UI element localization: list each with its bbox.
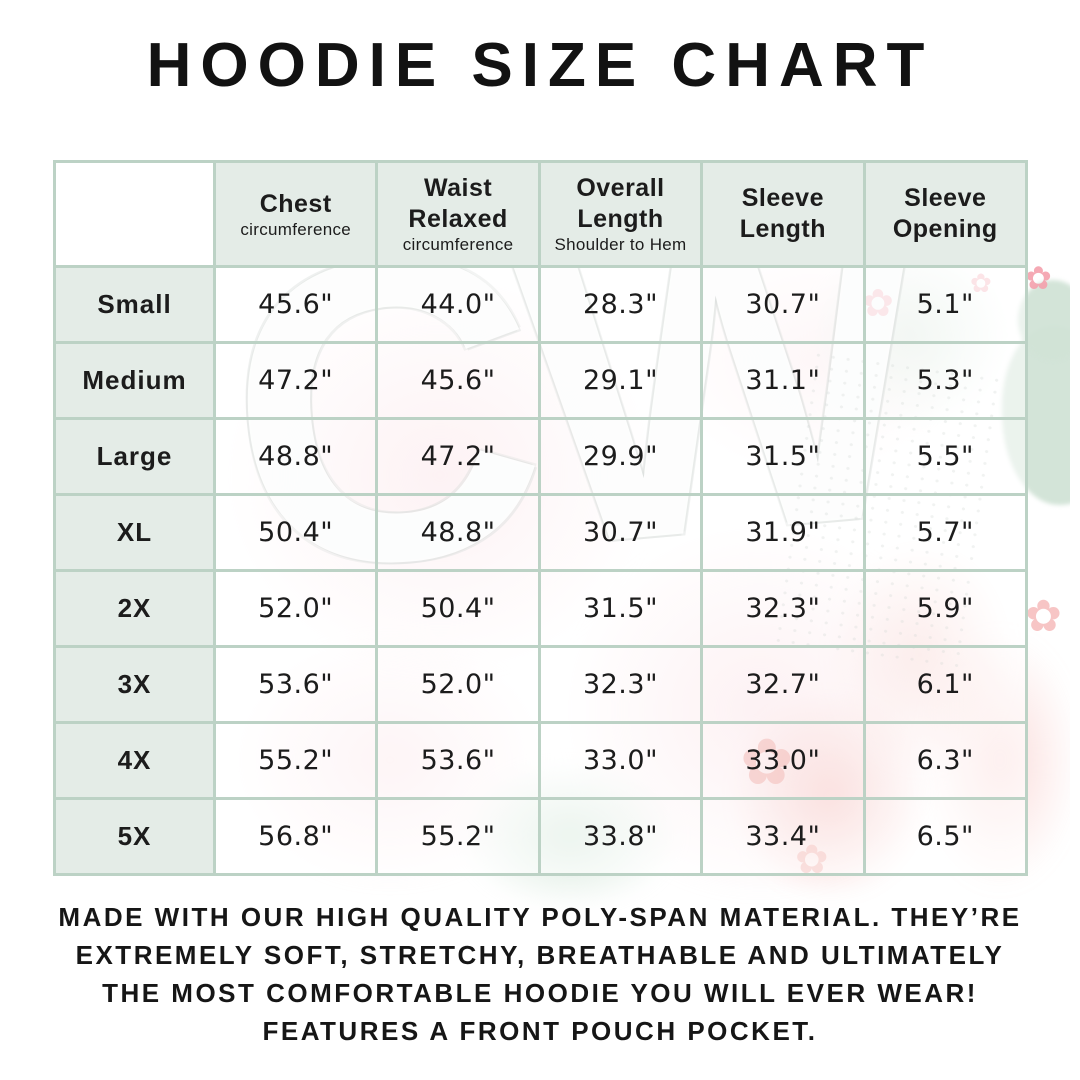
column-header-1: Chest circumference (212, 160, 379, 268)
table-row: Small 45.6" 44.0" 28.3" 30.7" 5.1" (53, 265, 1029, 344)
value-cell: 52.0" (375, 645, 541, 724)
value-cell: 31.1" (700, 341, 866, 420)
column-header-4: Sleeve Length (700, 160, 866, 268)
value-cell: 28.3" (537, 265, 704, 344)
value-cell: 52.0" (212, 569, 379, 648)
value-cell: 31.5" (537, 569, 704, 648)
value-cell: 45.6" (212, 265, 379, 344)
value-cell: 6.3" (862, 721, 1029, 800)
value-cell: 55.2" (212, 721, 379, 800)
size-cell: 5X (53, 797, 216, 876)
table-row: 3X 53.6" 52.0" 32.3" 32.7" 6.1" (53, 645, 1029, 724)
size-cell: Large (53, 417, 216, 496)
value-cell: 5.9" (862, 569, 1029, 648)
column-subheader: Shoulder to Hem (554, 235, 687, 254)
value-cell: 50.4" (375, 569, 541, 648)
value-cell: 33.0" (537, 721, 704, 800)
table-row: Large 48.8" 47.2" 29.9" 31.5" 5.5" (53, 417, 1029, 496)
value-cell: 6.5" (862, 797, 1029, 876)
column-header-3: Overall Length Shoulder to Hem (537, 160, 704, 268)
size-cell: 4X (53, 721, 216, 800)
value-cell: 32.3" (700, 569, 866, 648)
value-cell: 33.0" (700, 721, 866, 800)
value-cell: 5.5" (862, 417, 1029, 496)
value-cell: 31.5" (700, 417, 866, 496)
table-row: XL 50.4" 48.8" 30.7" 31.9" 5.7" (53, 493, 1029, 572)
flower-icon: ✿ (1025, 592, 1062, 641)
footer-line: EXTREMELY SOFT, STRETCHY, BREATHABLE AND… (75, 940, 1005, 970)
column-header-5: Sleeve Opening (862, 160, 1029, 268)
value-cell: 6.1" (862, 645, 1029, 724)
value-cell: 33.4" (700, 797, 866, 876)
value-cell: 50.4" (212, 493, 379, 572)
size-cell: XL (53, 493, 216, 572)
value-cell: 33.8" (537, 797, 704, 876)
table-row: Medium 47.2" 45.6" 29.1" 31.1" 5.3" (53, 341, 1029, 420)
column-subheader: circumference (240, 219, 352, 239)
size-cell: Medium (53, 341, 216, 420)
value-cell: 44.0" (375, 265, 541, 344)
value-cell: 5.7" (862, 493, 1029, 572)
value-cell: 5.3" (862, 341, 1029, 420)
page-title: HOODIE SIZE CHART (146, 31, 934, 100)
value-cell: 5.1" (862, 265, 1029, 344)
value-cell: 55.2" (375, 797, 541, 876)
value-cell: 47.2" (212, 341, 379, 420)
value-cell: 30.7" (700, 265, 866, 344)
footer-text: MADE WITH OUR HIGH QUALITY POLY-SPAN MAT… (0, 898, 1080, 1050)
value-cell: 32.3" (537, 645, 704, 724)
value-cell: 56.8" (212, 797, 379, 876)
table-row: 4X 55.2" 53.6" 33.0" 33.0" 6.3" (53, 721, 1029, 800)
value-cell: 47.2" (375, 417, 541, 496)
value-cell: 45.6" (375, 341, 541, 420)
size-cell: 3X (53, 645, 216, 724)
size-cell: 2X (53, 569, 216, 648)
value-cell: 31.9" (700, 493, 866, 572)
value-cell: 29.1" (537, 341, 704, 420)
value-cell: 53.6" (212, 645, 379, 724)
column-subheader: circumference (402, 235, 514, 254)
footer-line: FEATURES A FRONT POUCH POCKET. (262, 1016, 818, 1046)
column-header-2: Waist Relaxed circumference (375, 160, 541, 268)
value-cell: 30.7" (537, 493, 704, 572)
value-cell: 48.8" (212, 417, 379, 496)
flower-icon: ✿ (1025, 260, 1052, 296)
size-table: Chest circumference Waist Relaxed circumfer… (53, 160, 1029, 876)
table-row: 5X 56.8" 55.2" 33.8" 33.4" 6.5" (53, 797, 1029, 876)
table-row: 2X 52.0" 50.4" 31.5" 32.3" 5.9" (53, 569, 1029, 648)
value-cell: 32.7" (700, 645, 866, 724)
footer-line: THE MOST COMFORTABLE HOODIE YOU WILL EVE… (102, 978, 978, 1008)
corner-cell (53, 160, 216, 268)
value-cell: 53.6" (375, 721, 541, 800)
footer-line: MADE WITH OUR HIGH QUALITY POLY-SPAN MAT… (58, 902, 1022, 932)
value-cell: 29.9" (537, 417, 704, 496)
header-row: Chest circumference Waist Relaxed circumfer… (53, 160, 1029, 268)
value-cell: 48.8" (375, 493, 541, 572)
size-cell: Small (53, 265, 216, 344)
